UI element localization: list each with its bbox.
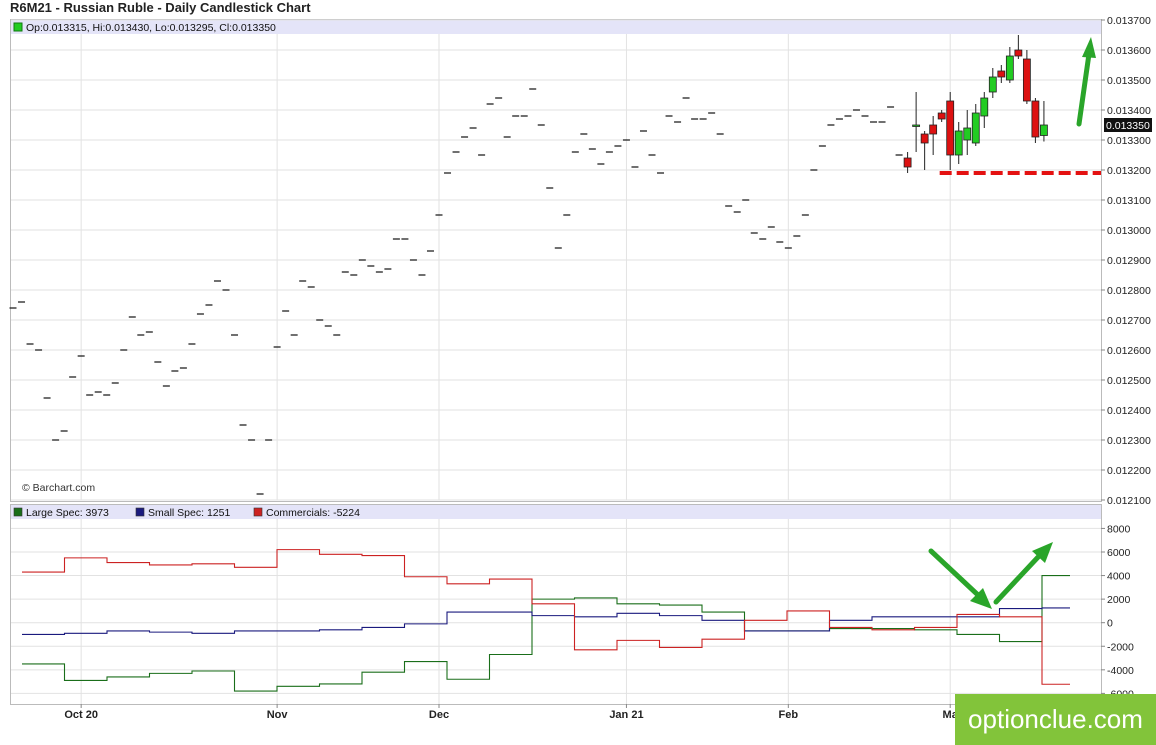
cot-up-arrow [993,542,1053,605]
cot-legend-swatch [253,507,263,517]
x-tick-label: Jan 21 [609,709,643,721]
price-flat-bars [9,88,903,495]
cot-tick-label: -2000 [1107,641,1134,653]
x-tick-label: Oct 20 [64,709,98,721]
x-axis: Oct 20 Nov Dec Jan 21 Feb Ma [64,704,959,721]
x-tick-label: Nov [267,709,289,721]
x-tick-label: Feb [779,709,799,721]
cot-panel-frame [10,504,1102,705]
candle-body [912,124,921,127]
price-y-axis: 0.013700 0.013600 0.013500 0.013400 0.013300… [1101,15,1151,507]
cot-legend-label: Large Spec: 3973 [26,507,109,519]
candle-body [903,157,912,168]
last-price-box [1104,118,1152,132]
price-tick-label: 0.013600 [1107,45,1151,57]
price-tick-label: 0.012300 [1107,435,1151,447]
cot-tick-label: 4000 [1107,571,1131,583]
cot-legend-swatch [135,507,145,517]
watermark-logo: optionclue.com [955,694,1156,745]
candle-body [937,112,946,120]
cot-series-line [22,549,1070,685]
price-tick-label: 0.012800 [1107,285,1151,297]
candle-body [1014,49,1023,57]
price-tick-label: 0.013300 [1107,135,1151,147]
candle-body [988,76,997,93]
price-tick-label: 0.012700 [1107,315,1151,327]
price-tick-label: 0.012100 [1107,495,1151,507]
cot-legend-swatch [13,507,23,517]
price-tick-label: 0.012400 [1107,405,1151,417]
page-title: R6M21 - Russian Ruble - Daily Candlestic… [10,0,311,15]
candle-body [954,130,963,156]
cot-down-arrow [928,548,992,609]
price-tick-label: 0.013100 [1107,195,1151,207]
cot-legend-band [11,505,1101,519]
cot-tick-label: 0 [1107,618,1113,630]
cot-tick-label: -4000 [1107,665,1134,677]
cot-series-line [22,607,1070,636]
candle-body [971,112,980,144]
price-legend-band [11,20,1101,34]
source-credit: © Barchart.com [22,482,95,494]
cot-tick-label: 6000 [1107,547,1131,559]
price-tick-label: 0.012200 [1107,465,1151,477]
price-tick-label: 0.013500 [1107,75,1151,87]
cot-series-lines [22,549,1070,692]
candle-body [997,70,1006,78]
price-legend-text: Op:0.013315, Hi:0.013430, Lo:0.013295, C… [26,22,276,34]
price-tick-label: 0.013000 [1107,225,1151,237]
candle-body [1031,100,1040,138]
price-tick-label: 0.013700 [1107,15,1151,27]
price-candles [903,35,1048,173]
cot-tick-label: 2000 [1107,594,1131,606]
cot-tick-label: 8000 [1107,523,1131,535]
cot-legend: Large Spec: 3973 Small Spec: 1251 Commerci… [13,507,360,519]
candle-body [1005,55,1014,81]
price-up-arrow [1076,37,1096,127]
candle-body [946,100,955,156]
candle-body [980,97,989,117]
cot-gridlines [11,519,1101,704]
price-tick-label: 0.013400 [1107,105,1151,117]
price-tick-label: 0.012600 [1107,345,1151,357]
x-tick-label: Dec [429,709,449,721]
price-tick-label: 0.012500 [1107,375,1151,387]
price-legend-swatch [13,22,23,32]
cot-legend-label: Small Spec: 1251 [148,507,230,519]
candle-body [963,127,972,141]
last-price-label: 0.013350 [1106,120,1150,132]
candle-body [929,124,938,135]
cot-legend-label: Commercials: -5224 [266,507,360,519]
candle-body [1022,58,1031,102]
x-tick-label: Ma [943,709,959,721]
candle-body [1040,124,1048,136]
price-tick-label: 0.013200 [1107,165,1151,177]
candle-body [920,133,929,144]
price-tick-label: 0.012900 [1107,255,1151,267]
price-gridlines [11,19,1101,501]
